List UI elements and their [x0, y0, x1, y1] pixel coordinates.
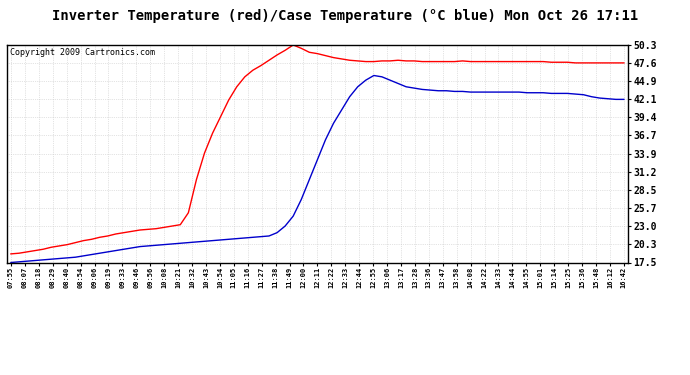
Text: Inverter Temperature (red)/Case Temperature (°C blue) Mon Oct 26 17:11: Inverter Temperature (red)/Case Temperat…: [52, 9, 638, 23]
Text: Copyright 2009 Cartronics.com: Copyright 2009 Cartronics.com: [10, 48, 155, 57]
